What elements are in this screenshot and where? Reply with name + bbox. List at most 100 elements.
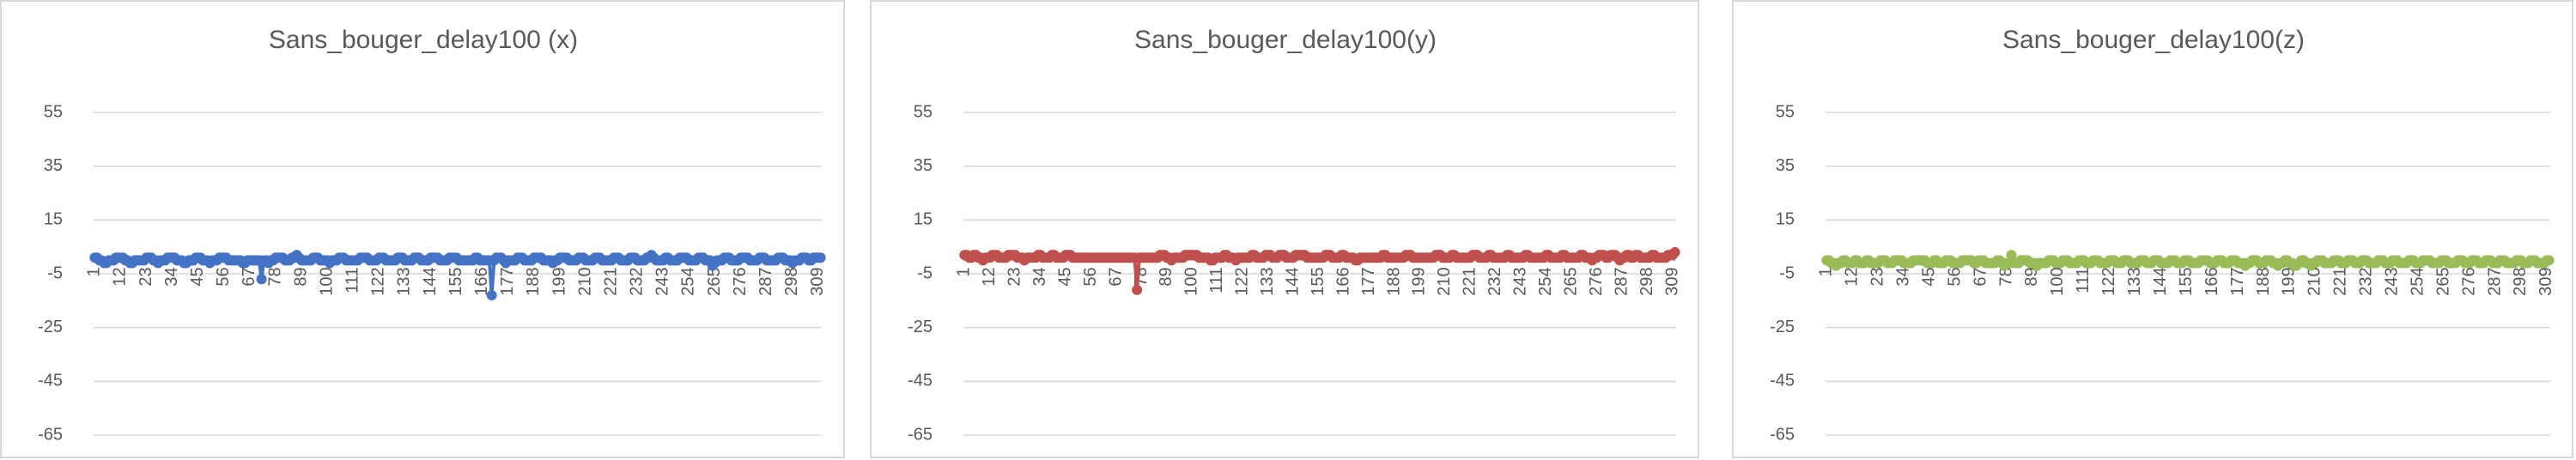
x-tick-label: 100 [2048,267,2067,295]
x-tick-label: 177 [498,267,517,295]
x-tick-label: 276 [1587,267,1606,295]
x-tick-label: 199 [1410,267,1429,295]
x-tick-label: 45 [1055,267,1074,286]
x-tick-label: 1 [85,267,104,276]
panel-border [1732,0,2573,458]
x-tick-label: 265 [2433,267,2452,295]
x-tick-label: 298 [1637,267,1656,295]
y-tick-label: 15 [914,210,933,229]
x-tick-label: 298 [2511,267,2530,295]
chart-title: Sans_bouger_delay100(y) [1134,26,1437,54]
x-tick-label: 122 [1233,267,1252,295]
x-tick-label: 177 [1359,267,1378,295]
x-tick-label: 254 [679,267,698,295]
panel-border [0,0,845,458]
x-tick-label: 89 [2022,267,2041,286]
x-tick-label: 34 [1030,267,1049,286]
y-tick-label: 55 [1776,102,1795,121]
chart-title: Sans_bouger_delay100(z) [2002,26,2305,54]
x-tick-label: 298 [782,267,801,295]
x-tick-label: 287 [2485,267,2504,295]
x-tick-label: 1 [1817,267,1836,276]
x-tick-label: 166 [472,267,491,295]
y-tick-label: 35 [1776,156,1795,175]
x-tick-label: 210 [1435,267,1454,295]
x-tick-label: 122 [2099,267,2118,295]
x-tick-label: 188 [1384,267,1403,295]
x-tick-label: 287 [756,267,775,295]
x-tick-label: 89 [1157,267,1176,286]
y-tick-label: -65 [38,425,63,444]
x-tick-label: 188 [524,267,543,295]
x-tick-label: 221 [601,267,620,295]
y-tick-label: -45 [908,372,933,390]
chart-panel: Sans_bouger_delay100(y) 55 35 15 -5 -25 -45 -65… [870,0,1699,458]
chart-title: Sans_bouger_delay100 (x) [269,26,578,54]
x-tick-label: 254 [2408,267,2427,295]
x-tick-label: 166 [2202,267,2221,295]
data-point [2543,255,2555,266]
x-tick-label: 133 [395,267,414,295]
data-point [1669,246,1680,257]
x-tick-label: 34 [162,267,181,286]
x-tick-label: 243 [653,267,672,295]
x-tick-label: 232 [1485,267,1504,295]
x-tick-label: 111 [1207,267,1226,293]
x-tick-label: 188 [2254,267,2273,295]
x-tick-label: 309 [2537,267,2555,295]
y-tick-label: 55 [44,102,63,121]
y-tick-label: 35 [914,156,933,175]
x-tick-label: 1 [955,267,974,276]
y-tick-label: 55 [914,102,933,121]
x-tick-label: 12 [111,267,130,286]
x-tick-label: 309 [808,267,827,295]
y-tick-label: 15 [44,210,63,229]
y-tick-label: -25 [38,318,63,336]
data-point [815,252,826,263]
x-tick-label: 56 [1081,267,1100,286]
x-tick-label: 56 [214,267,233,286]
y-tick-label: -25 [908,318,933,336]
x-tick-label: 67 [1106,267,1125,286]
x-tick-label: 133 [1258,267,1277,295]
x-tick-label: 254 [1536,267,1555,295]
y-tick-label: -25 [1770,318,1795,336]
x-tick-label: 144 [2151,267,2170,295]
x-tick-label: 265 [705,267,724,295]
data-point [256,274,267,285]
x-tick-label: 265 [1561,267,1580,295]
y-tick-label: 35 [44,156,63,175]
x-tick-label: 144 [421,267,440,295]
x-tick-label: 45 [188,267,207,286]
x-tick-label: 210 [2306,267,2324,295]
x-tick-label: 111 [2074,267,2093,293]
x-tick-label: 12 [1843,267,1862,286]
x-tick-label: 199 [2280,267,2299,295]
x-tick-label: 111 [343,267,362,293]
x-tick-label: 243 [1511,267,1530,295]
y-tick-label: -45 [1770,372,1795,390]
y-tick-label: -65 [908,425,933,444]
x-tick-label: 133 [2125,267,2144,295]
x-tick-label: 56 [1945,267,1964,286]
panel-border [870,0,1699,458]
x-tick-label: 144 [1283,267,1302,295]
x-tick-label: 78 [265,267,284,286]
x-tick-label: 155 [1309,267,1327,295]
y-tick-label: -5 [917,263,933,282]
x-tick-label: 23 [1868,267,1887,286]
data-point [1132,284,1143,295]
x-tick-label: 210 [575,267,594,295]
x-tick-label: 221 [1461,267,1479,295]
x-tick-label: 166 [1334,267,1352,295]
chart-panel: Sans_bouger_delay100(z) 55 35 15 -5 -25 -45 -65… [1732,0,2573,458]
x-tick-label: 67 [1971,267,1990,286]
x-tick-label: 78 [1996,267,2015,286]
x-tick-label: 287 [1612,267,1631,295]
y-tick-label: -65 [1770,425,1795,444]
x-tick-label: 155 [2177,267,2196,295]
x-tick-label: 232 [2357,267,2376,295]
x-tick-label: 23 [137,267,155,286]
x-tick-label: 67 [240,267,258,286]
